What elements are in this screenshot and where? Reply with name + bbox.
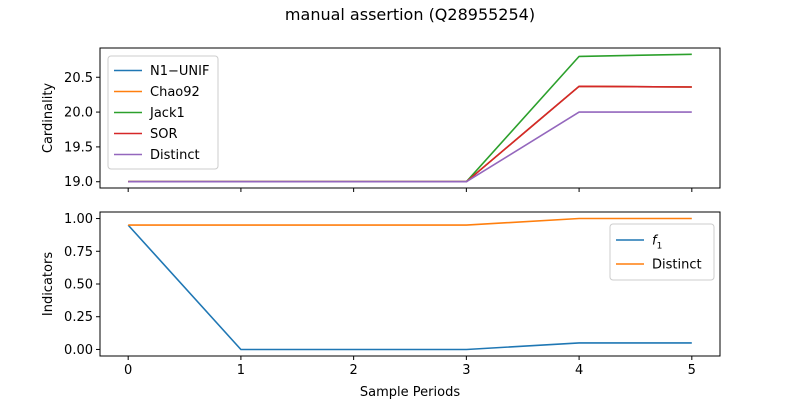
series-line: [127, 224, 692, 351]
x-tick-label: 4: [575, 363, 583, 378]
x-tick-label: 2: [349, 363, 357, 378]
legend-label: Distinct: [150, 148, 200, 163]
x-tick-label: 5: [688, 363, 696, 378]
series-line: [128, 111, 692, 183]
legend: f1 Distinct: [609, 223, 715, 281]
legend: N1−UNIF Chao92 Jack1 SOR Distinct: [107, 55, 219, 170]
x-tick-label: 0: [124, 363, 132, 378]
legend-box: [609, 223, 715, 281]
plot-frame: [99, 211, 721, 357]
x-axis-label: Sample Periods: [360, 385, 460, 400]
series-line: [128, 217, 692, 226]
y-tick-label: 0.75: [64, 245, 93, 260]
plot-frame: [99, 47, 721, 189]
y-tick-label: 0.50: [64, 278, 93, 293]
legend-label: Chao92: [150, 85, 200, 100]
y-axis-label: Indicators: [41, 252, 56, 316]
legend-label: SOR: [150, 127, 178, 142]
legend-box: [107, 55, 219, 170]
figure-title: manual assertion (Q28955254): [285, 5, 535, 24]
y-tick-label: 19.0: [64, 175, 93, 190]
legend-label: Jack1: [149, 106, 185, 121]
y-tick-label: 20.0: [64, 106, 93, 121]
y-tick-label: 20.5: [64, 71, 93, 86]
y-axis-label: Cardinality: [41, 83, 56, 154]
x-tick-label: 1: [237, 363, 245, 378]
y-tick-label: 0.00: [64, 343, 93, 358]
legend-label: N1−UNIF: [150, 64, 209, 79]
panel-cardinality: 19.0 19.5 20.0 20.5 Cardinality N1−UNIF Chao92…: [41, 47, 721, 192]
x-tick-label: 3: [462, 363, 470, 378]
y-tick-label: 19.5: [64, 140, 93, 155]
y-tick-label: 0.25: [64, 310, 93, 325]
y-tick-label: 1.00: [64, 212, 93, 227]
panel-indicators: 0.00 0.25 0.50 0.75 1.00 0 1 2 3 4 5 Indicators f1 Di…: [41, 211, 721, 378]
legend-label: f1: [652, 234, 662, 252]
legend-label: Distinct: [652, 258, 702, 273]
